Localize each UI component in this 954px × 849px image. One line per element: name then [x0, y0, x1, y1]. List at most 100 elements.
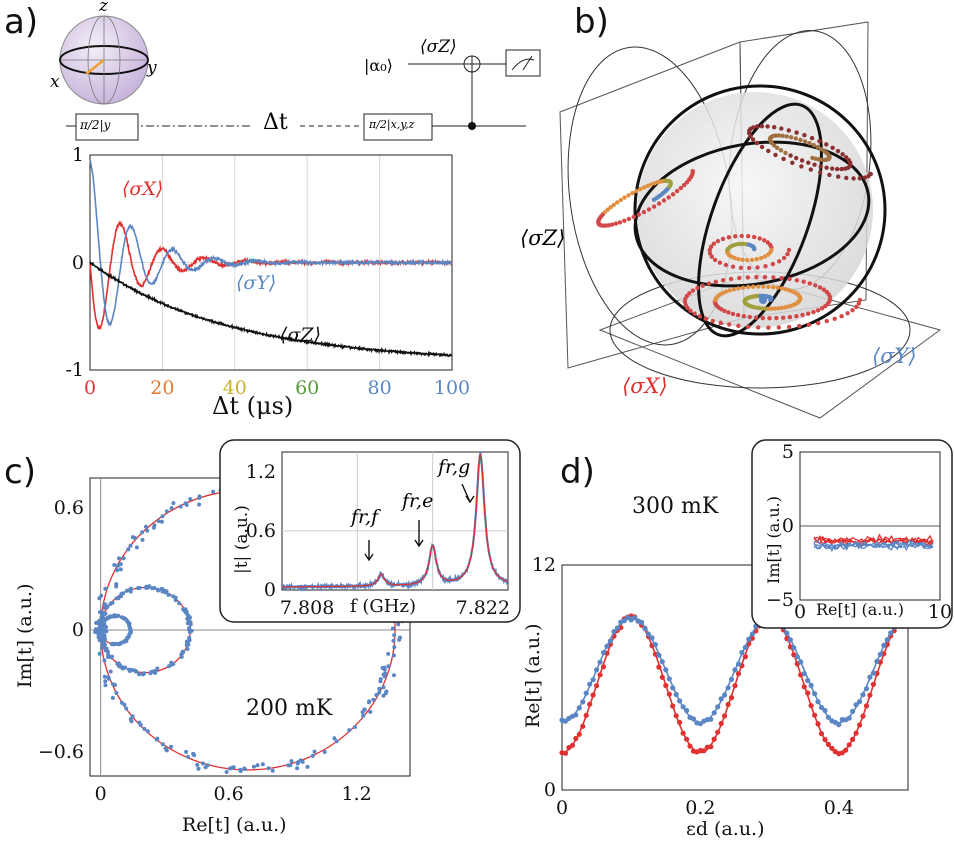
data-point	[128, 627, 133, 632]
trajectory-dot	[666, 195, 671, 200]
data-point-red	[818, 731, 825, 737]
data-point-blue	[590, 677, 596, 683]
inset-c-frame	[281, 451, 509, 591]
panel-label-d: d)	[560, 452, 595, 492]
data-point	[103, 637, 107, 641]
trajectory-dot	[709, 254, 714, 259]
trajectory-dot	[736, 256, 741, 262]
data-point	[266, 766, 271, 771]
data-point-blue	[715, 704, 721, 710]
data-point	[171, 594, 176, 599]
data-point	[97, 638, 102, 643]
data-point	[392, 633, 397, 638]
circuit-gate1-label: π/2|y	[80, 118, 111, 132]
data-point	[115, 614, 120, 618]
trajectory-dot	[771, 275, 776, 280]
data-point-red	[597, 672, 603, 678]
data-point-blue	[735, 661, 742, 667]
data-point-blue	[600, 650, 607, 656]
trajectory-dot	[634, 188, 639, 194]
data-point-blue	[870, 670, 877, 676]
trajectory-dot	[752, 246, 757, 252]
trajectory-dot	[802, 139, 808, 144]
y-tick-c-inset: 0.6	[245, 519, 276, 542]
trajectory-dot	[609, 222, 615, 227]
data-point	[145, 528, 150, 533]
data-point-blue	[711, 710, 717, 716]
data-point	[123, 638, 128, 643]
data-point	[295, 766, 300, 771]
data-point-blue	[857, 699, 863, 705]
trajectory-dot	[626, 216, 632, 222]
trajectory-dot	[613, 221, 619, 226]
trajectory-dot	[741, 314, 746, 319]
panel-label-a: a)	[4, 2, 39, 42]
bloch3d-label-sy: ⟨σY⟩	[872, 344, 917, 368]
trajectory-dot	[824, 142, 829, 147]
trajectory-dot	[740, 257, 745, 262]
data-point-red	[843, 747, 849, 753]
data-point	[128, 589, 133, 594]
trajectory-dot	[776, 306, 781, 311]
data-point-red	[590, 692, 596, 698]
trajectory-dot	[851, 176, 856, 181]
data-point	[384, 689, 389, 694]
trajectory-dot	[817, 285, 823, 290]
trajectory-dot	[779, 275, 784, 281]
gate-pi2-xyz	[363, 113, 433, 141]
data-point-red	[656, 664, 662, 670]
trajectory-dot	[807, 141, 812, 146]
trajectory-dot	[781, 255, 787, 261]
bloch3d-label-sx: ⟨σX⟩	[622, 374, 668, 398]
trajectory-dot	[726, 235, 732, 240]
bloch-axis-z: z	[99, 0, 108, 16]
data-point	[169, 506, 174, 511]
data-point	[104, 629, 109, 634]
data-point-red	[805, 690, 811, 696]
plot-a	[89, 154, 453, 371]
trajectory-dot	[830, 145, 835, 150]
data-point	[102, 617, 107, 622]
trajectory-dot	[815, 144, 820, 150]
data-point	[118, 641, 123, 646]
peak-label-f: fr,f	[351, 506, 379, 528]
trajectory-dot	[746, 234, 751, 239]
trajectory-dot	[730, 264, 736, 269]
trajectory-dot	[801, 279, 806, 284]
x-tick-a: 40	[222, 377, 247, 399]
trajectory-dot	[779, 286, 785, 291]
data-point	[187, 638, 192, 643]
trajectory-dot	[754, 274, 759, 280]
data-point	[159, 519, 164, 524]
data-point-blue	[607, 638, 614, 644]
inset-d-trace	[813, 539, 934, 551]
plot-d-frame	[561, 564, 909, 791]
data-point	[228, 766, 232, 771]
trajectory-dot	[608, 205, 613, 210]
trajectory-dot	[767, 316, 772, 321]
data-point-red	[808, 703, 814, 709]
data-point	[129, 719, 134, 724]
trajectory-dot	[798, 137, 803, 143]
data-point-blue	[808, 682, 814, 689]
trajectory-dot	[651, 204, 657, 209]
trajectory-dot	[762, 254, 768, 259]
trajectory-dot	[674, 188, 680, 194]
trajectory-dot	[766, 325, 771, 330]
data-point-blue	[597, 659, 603, 665]
data-point	[134, 545, 139, 550]
data-point	[114, 691, 119, 695]
data-point	[367, 700, 371, 705]
trajectory-dot	[830, 166, 835, 171]
data-point	[398, 635, 403, 640]
trajectory-dot	[794, 155, 799, 161]
data-point	[97, 629, 102, 634]
x-tick-c-inset: 7.822	[455, 597, 511, 619]
data-point	[118, 567, 123, 572]
series-label-sx: ⟨σX⟩	[122, 178, 164, 200]
trajectory-dot	[783, 150, 788, 156]
data-point-red	[715, 729, 721, 735]
trajectory-dot	[670, 192, 676, 197]
data-point	[111, 682, 116, 687]
